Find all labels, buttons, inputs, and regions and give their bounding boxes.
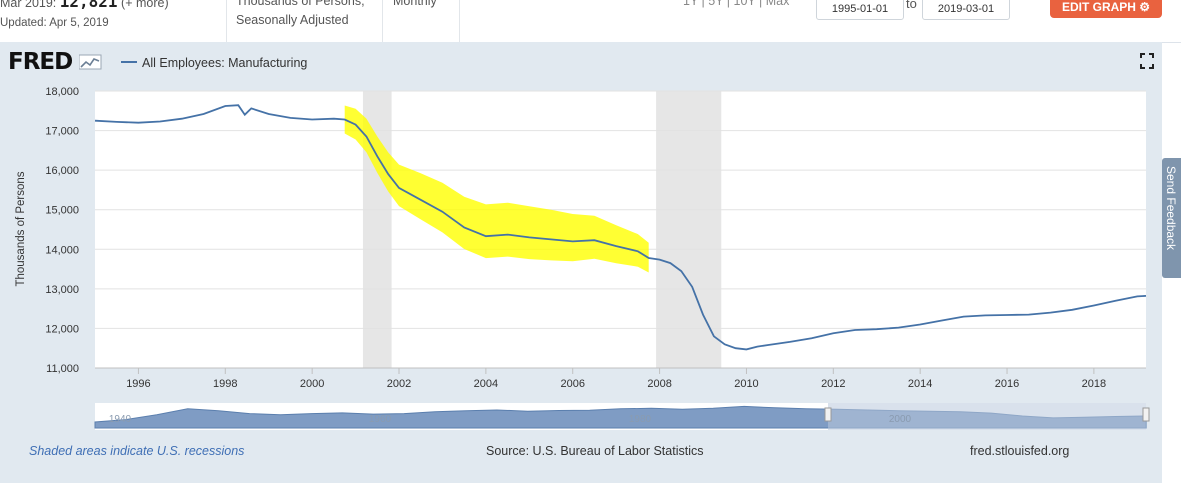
navigator-label: 1940	[109, 414, 132, 425]
x-tick-label: 2002	[387, 378, 411, 390]
divider	[459, 0, 460, 42]
recession-band	[656, 91, 722, 368]
y-tick-label: 13,000	[45, 284, 79, 296]
fred-logo-chart-icon	[78, 54, 102, 70]
units-line-1: Thousands of Persons,	[236, 0, 365, 8]
highlight-annotation	[344, 105, 649, 273]
latest-observation: Mar 2019: 12,821 (+ more) Updated: Apr 5…	[0, 0, 169, 33]
y-tick-label: 12,000	[45, 323, 79, 335]
x-tick-label: 2004	[474, 378, 498, 390]
y-tick-label: 11,000	[46, 363, 79, 375]
fred-logo-text: FRED	[8, 49, 73, 75]
date-to-label: to	[906, 0, 917, 11]
start-date-input[interactable]: 1995-01-01	[816, 0, 904, 20]
y-tick-label: 17,000	[45, 126, 79, 138]
units: Thousands of Persons, Seasonally Adjuste…	[236, 0, 365, 30]
fred-logo[interactable]: FRED	[8, 49, 103, 75]
end-date-input[interactable]: 2019-03-01	[922, 0, 1010, 20]
y-tick-label: 18,000	[45, 86, 79, 98]
range-buttons[interactable]: 1Y | 5Y | 10Y | Max	[683, 0, 790, 8]
x-tick-label: 2012	[821, 378, 845, 390]
send-feedback-label: Send Feedback	[1164, 166, 1178, 251]
y-tick-label: 14,000	[45, 244, 79, 256]
legend-label[interactable]: All Employees: Manufacturing	[142, 56, 307, 70]
send-feedback-tab[interactable]: Send Feedback	[1162, 158, 1181, 278]
x-tick-label: 2010	[734, 378, 758, 390]
units-line-2: Seasonally Adjusted	[236, 13, 349, 27]
edit-graph-label: EDIT GRAPH	[1061, 0, 1136, 14]
x-tick-label: 2000	[300, 378, 324, 390]
gear-icon: ⚙	[1139, 0, 1151, 14]
navigator-handle-left[interactable]	[824, 407, 832, 422]
y-tick-label: 15,000	[45, 205, 79, 217]
updated-date: Updated: Apr 5, 2019	[0, 17, 109, 29]
navigator-label: 2000	[889, 414, 912, 425]
more-link[interactable]: (+ more)	[121, 0, 169, 10]
x-tick-label: 2016	[995, 378, 1019, 390]
x-tick-label: 2008	[647, 378, 671, 390]
navigator-label: 1960	[369, 414, 392, 425]
x-tick-label: 2006	[560, 378, 584, 390]
y-tick-label: 16,000	[45, 165, 79, 177]
fullscreen-icon[interactable]	[1140, 53, 1154, 69]
chart-area: All Employees: Manufacturing 11,000 12,00…	[15, 53, 1154, 430]
x-tick-label: 2014	[908, 378, 932, 390]
y-axis-label: Thousands of Persons	[15, 171, 27, 286]
navigator-selection[interactable]	[828, 403, 1146, 430]
navigator-label: 1980	[629, 414, 652, 425]
x-tick-label: 2018	[1082, 378, 1106, 390]
site-link[interactable]: fred.stlouisfed.org	[970, 444, 1070, 458]
series-info-bar: Mar 2019: 12,821 (+ more) Updated: Apr 5…	[0, 0, 1181, 43]
divider	[226, 0, 227, 42]
frequency: Monthly	[393, 0, 437, 8]
recession-note-link[interactable]: Shaded areas indicate U.S. recessions	[29, 444, 245, 458]
series-line[interactable]	[94, 104, 1147, 351]
divider	[382, 0, 383, 42]
edit-graph-button[interactable]: EDIT GRAPH ⚙	[1050, 0, 1162, 18]
x-tick-label: 1998	[213, 378, 237, 390]
navigator-handle-right[interactable]	[1142, 407, 1150, 422]
source-text: Source: U.S. Bureau of Labor Statistics	[486, 444, 704, 458]
latest-prefix: Mar 2019:	[0, 0, 57, 10]
x-tick-label: 1996	[126, 378, 150, 390]
latest-value: 12,821	[59, 0, 118, 11]
